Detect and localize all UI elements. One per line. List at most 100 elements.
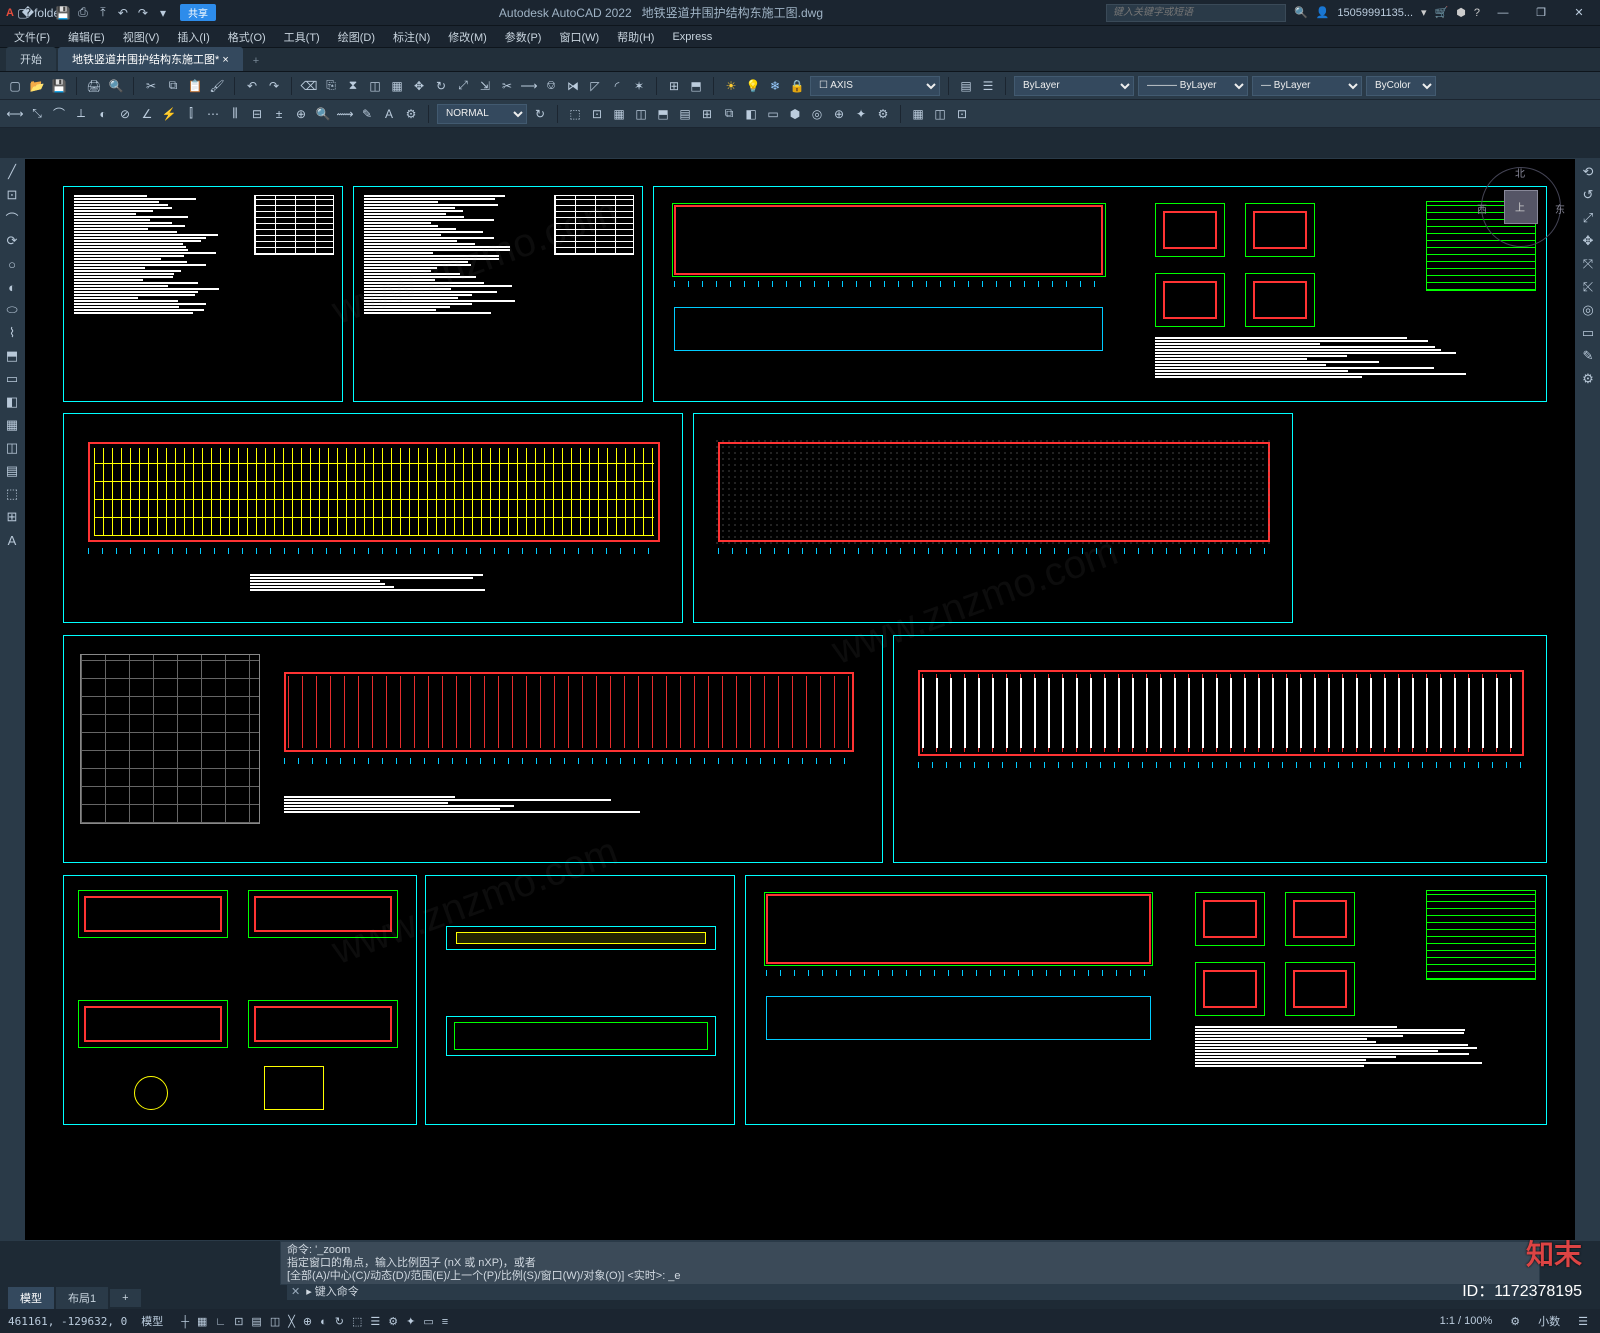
sun-icon[interactable]: ☀ — [722, 77, 740, 95]
draw-tool-8[interactable]: ⬒ — [2, 346, 22, 366]
menu-Express[interactable]: Express — [664, 29, 720, 45]
menu-编辑[interactable]: 编辑(E) — [60, 27, 113, 47]
lock-icon[interactable]: 🔒 — [788, 77, 806, 95]
minimize-button[interactable]: — — [1488, 7, 1518, 19]
plot-icon[interactable]: ⤒ — [94, 4, 112, 22]
menu-帮助[interactable]: 帮助(H) — [609, 27, 662, 47]
array-icon[interactable]: ▦ — [388, 77, 406, 95]
nav-tool-4[interactable]: ⤧ — [1578, 254, 1598, 274]
explode-icon[interactable]: ✶ — [630, 77, 648, 95]
dimstyle-selector[interactable]: NORMAL — [437, 104, 527, 124]
copyobj-icon[interactable]: ⎘ — [322, 77, 340, 95]
redo2-icon[interactable]: ↷ — [265, 77, 283, 95]
tool7-icon[interactable]: ⊞ — [698, 105, 716, 123]
drawing-canvas[interactable]: 北 西 东 上 www.znzmo.com www.znzmo.com www.… — [24, 158, 1576, 1241]
undo-icon[interactable]: ↶ — [114, 4, 132, 22]
restore-button[interactable]: ❐ — [1526, 6, 1556, 19]
print-icon[interactable]: 🖨 — [85, 77, 103, 95]
tool2-icon[interactable]: ⊡ — [588, 105, 606, 123]
draw-tool-0[interactable]: ╱ — [2, 162, 22, 182]
status-toggle-3[interactable]: ⊡ — [230, 1314, 247, 1330]
open-dwg-icon[interactable]: 📂 — [28, 77, 46, 95]
signin-icon[interactable]: 👤 — [1316, 6, 1330, 19]
copy-icon[interactable]: ⧉ — [164, 77, 182, 95]
tool9-icon[interactable]: ◧ — [742, 105, 760, 123]
draw-tool-16[interactable]: A — [2, 530, 22, 550]
open-icon[interactable]: �folder — [34, 4, 52, 22]
view-cube[interactable]: 北 西 东 上 — [1481, 167, 1561, 247]
status-menu-icon[interactable]: ☰ — [1574, 1313, 1592, 1330]
nav-tool-5[interactable]: ⤪ — [1578, 277, 1598, 297]
cart-icon[interactable]: 🛒 — [1435, 6, 1449, 19]
a360-icon[interactable]: ⬢ — [1456, 6, 1466, 19]
block-icon[interactable]: ⊞ — [665, 77, 683, 95]
dim-angular-icon[interactable]: ∠ — [138, 105, 156, 123]
status-toggle-7[interactable]: ⊕ — [299, 1314, 316, 1330]
draw-tool-4[interactable]: ○ — [2, 254, 22, 274]
preview-icon[interactable]: 🔍 — [107, 77, 125, 95]
draw-tool-11[interactable]: ▦ — [2, 415, 22, 435]
command-line[interactable]: 命令: '_zoom 指定窗口的角点，输入比例因子 (nX 或 nXP)，或者 … — [280, 1241, 1540, 1285]
close-button[interactable]: ✕ — [1564, 6, 1594, 19]
dim-space-icon[interactable]: ⫼ — [226, 105, 244, 123]
status-toggle-8[interactable]: ◐ — [316, 1314, 331, 1330]
help-search-input[interactable] — [1106, 4, 1286, 22]
qat-more-icon[interactable]: ▾ — [154, 4, 172, 22]
tool3-icon[interactable]: ▦ — [610, 105, 628, 123]
centermark-icon[interactable]: ⊕ — [292, 105, 310, 123]
save-dwg-icon[interactable]: 💾 — [50, 77, 68, 95]
status-toggle-15[interactable]: ≡ — [438, 1314, 452, 1330]
erase-icon[interactable]: ⌫ — [300, 77, 318, 95]
layer-props-icon[interactable]: ▤ — [957, 77, 975, 95]
draw-tool-1[interactable]: ⊡ — [2, 185, 22, 205]
tool6-icon[interactable]: ▤ — [676, 105, 694, 123]
tool10-icon[interactable]: ▭ — [764, 105, 782, 123]
undo2-icon[interactable]: ↶ — [243, 77, 261, 95]
status-decimals[interactable]: 小数 — [1534, 1311, 1564, 1331]
menu-标注[interactable]: 标注(N) — [385, 27, 438, 47]
menu-格式[interactable]: 格式(O) — [220, 27, 274, 47]
match-icon[interactable]: 🖌 — [208, 77, 226, 95]
tool16-icon[interactable]: ▦ — [909, 105, 927, 123]
draw-tool-10[interactable]: ◧ — [2, 392, 22, 412]
command-prompt[interactable]: ▸ 键入命令 — [306, 1286, 359, 1299]
offset-icon[interactable]: ◫ — [366, 77, 384, 95]
tab-add-button[interactable]: + — [245, 51, 267, 71]
menu-修改[interactable]: 修改(M) — [440, 27, 495, 47]
tolerance-icon[interactable]: ± — [270, 105, 288, 123]
tool4-icon[interactable]: ◫ — [632, 105, 650, 123]
status-toggle-4[interactable]: ▤ — [247, 1314, 265, 1330]
tool8-icon[interactable]: ⧉ — [720, 105, 738, 123]
tool15-icon[interactable]: ⚙ — [874, 105, 892, 123]
dim-quick-icon[interactable]: ⚡ — [160, 105, 178, 123]
dim-ordinate-icon[interactable]: ⟂ — [72, 105, 90, 123]
linetype-selector[interactable]: ——— ByLayer — [1138, 76, 1248, 96]
stretch-icon[interactable]: ⇲ — [476, 77, 494, 95]
status-toggle-2[interactable]: ∟ — [211, 1314, 230, 1330]
status-gear-icon[interactable]: ⚙ — [1506, 1313, 1524, 1330]
dim-continue-icon[interactable]: ⋯ — [204, 105, 222, 123]
dim-update-icon[interactable]: ↻ — [531, 105, 549, 123]
status-toggle-0[interactable]: ┼ — [177, 1314, 193, 1330]
draw-tool-6[interactable]: ⬭ — [2, 300, 22, 320]
tool11-icon[interactable]: ⬢ — [786, 105, 804, 123]
dimtedit-icon[interactable]: A — [380, 105, 398, 123]
nav-tool-2[interactable]: ⤢ — [1578, 208, 1598, 228]
dim-baseline-icon[interactable]: ⫿ — [182, 105, 200, 123]
menu-参数[interactable]: 参数(P) — [497, 27, 550, 47]
dim-break-icon[interactable]: ⊟ — [248, 105, 266, 123]
command-close-icon[interactable]: ✕ — [291, 1286, 300, 1299]
layer-selector-axis[interactable]: ☐ AXIS — [810, 76, 940, 96]
menu-文件[interactable]: 文件(F) — [6, 27, 58, 47]
menu-绘图[interactable]: 绘图(D) — [330, 27, 383, 47]
draw-tool-7[interactable]: ⌇ — [2, 323, 22, 343]
nav-tool-3[interactable]: ✥ — [1578, 231, 1598, 251]
status-toggle-14[interactable]: ▭ — [419, 1314, 437, 1330]
dim-radius-icon[interactable]: ◐ — [94, 105, 112, 123]
nav-tool-8[interactable]: ✎ — [1578, 346, 1598, 366]
help-icon[interactable]: ? — [1474, 7, 1480, 19]
status-toggle-13[interactable]: ✦ — [402, 1314, 419, 1330]
status-toggle-5[interactable]: ◫ — [266, 1314, 284, 1330]
layout-tab-layout1[interactable]: 布局1 — [56, 1287, 108, 1309]
share-button[interactable]: 共享 — [180, 4, 216, 21]
